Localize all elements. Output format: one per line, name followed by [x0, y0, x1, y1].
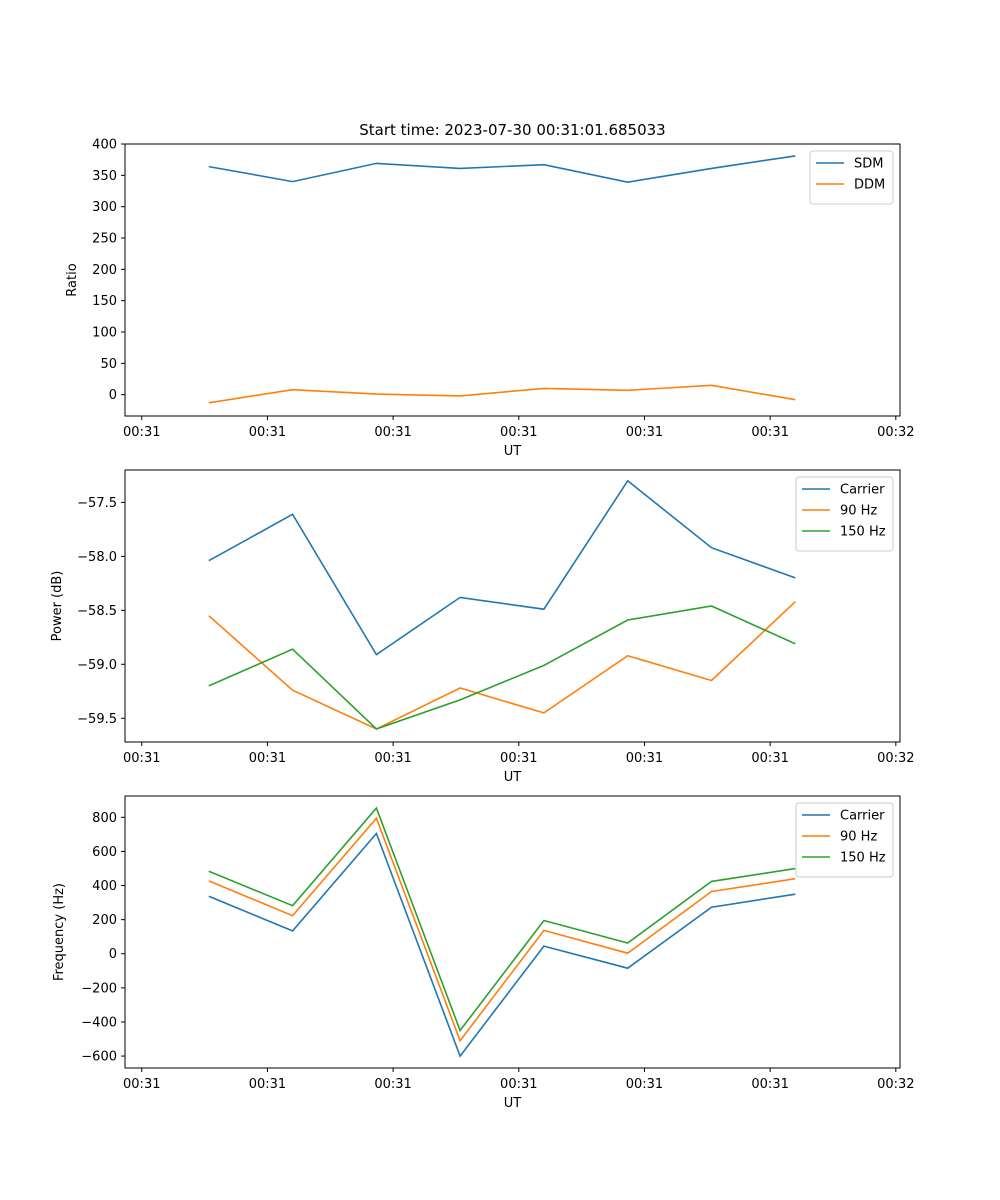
x-tick-label: 00:31 — [374, 751, 411, 766]
series-line-90-hz — [208, 816, 796, 1043]
legend-label: 150 Hz — [840, 525, 886, 540]
x-tick-label: 00:31 — [374, 425, 411, 440]
x-tick-label: 00:31 — [626, 751, 663, 766]
series-line-sdm — [208, 155, 796, 184]
x-tick-label: 00:31 — [500, 425, 537, 440]
x-tick-label: 00:31 — [626, 425, 663, 440]
y-tick-label: 250 — [92, 232, 117, 247]
x-tick-label: 00:31 — [500, 751, 537, 766]
y-axis-label: Frequency (Hz) — [52, 883, 67, 981]
x-tick-label: 00:31 — [500, 1077, 537, 1092]
y-tick-label: 0 — [109, 388, 117, 403]
y-tick-label: 50 — [100, 357, 117, 372]
y-tick-label: 0 — [109, 947, 117, 962]
y-tick-label: 400 — [92, 138, 117, 153]
y-tick-label: −59.5 — [77, 712, 117, 727]
legend-label: Carrier — [840, 483, 885, 498]
x-tick-label: 00:31 — [123, 751, 160, 766]
x-tick-label: 00:31 — [123, 425, 160, 440]
x-tick-label: 00:31 — [751, 1077, 788, 1092]
y-tick-label: 400 — [92, 879, 117, 894]
y-tick-label: −600 — [81, 1050, 117, 1065]
legend — [795, 802, 894, 878]
y-tick-label: 600 — [92, 845, 117, 860]
x-tick-label: 00:31 — [626, 1077, 663, 1092]
panel-1: 0 50 100 150 200 250 300 350 400 00:31 00:31 00:31 0… — [65, 121, 915, 459]
y-tick-label: 100 — [92, 326, 117, 341]
y-tick-label: 300 — [92, 200, 117, 215]
x-tick-label: 00:31 — [249, 1077, 286, 1092]
series-line-150-hz — [208, 605, 796, 730]
y-tick-label: 200 — [92, 263, 117, 278]
x-tick-label: 00:32 — [877, 425, 914, 440]
plot-area — [124, 143, 901, 417]
y-tick-label: −59.0 — [77, 658, 117, 673]
panel-2: −59.5 −59.0 −58.5 −58.0 −57.5 00:31 00:31 00:31… — [50, 469, 915, 785]
legend-label: 90 Hz — [840, 830, 877, 845]
series-line-90-hz — [208, 601, 796, 730]
y-axis-label: Ratio — [65, 263, 80, 296]
x-tick-label: 00:32 — [877, 1077, 914, 1092]
legend — [809, 150, 894, 205]
legend-label: Carrier — [840, 809, 885, 824]
y-tick-label: 150 — [92, 294, 117, 309]
x-tick-label: 00:32 — [877, 751, 914, 766]
series-line-carrier — [208, 831, 796, 1058]
x-tick-label: 00:31 — [374, 1077, 411, 1092]
x-tick-label: 00:31 — [751, 751, 788, 766]
x-axis-label: UT — [504, 770, 522, 785]
series-line-ddm — [208, 384, 796, 404]
legend-label: 150 Hz — [840, 851, 886, 866]
plot-area — [124, 469, 901, 743]
y-tick-label: −200 — [81, 981, 117, 996]
x-axis-label: UT — [504, 444, 522, 459]
series-line-carrier — [208, 479, 796, 656]
y-tick-label: −58.0 — [77, 550, 117, 565]
chart-title: Start time: 2023-07-30 00:31:01.685033 — [359, 121, 665, 139]
y-tick-label: 350 — [92, 169, 117, 184]
y-tick-label: 800 — [92, 811, 117, 826]
legend-label: 90 Hz — [840, 504, 877, 519]
y-tick-label: −58.5 — [77, 604, 117, 619]
panel-3: −600 −400 −200 0 200 400 600 800 00:31 00:31 00:31… — [52, 795, 915, 1111]
legend-label: SDM — [854, 157, 883, 172]
y-tick-label: −400 — [81, 1015, 117, 1030]
y-axis-label: Power (dB) — [50, 571, 65, 642]
x-tick-label: 00:31 — [751, 425, 788, 440]
x-tick-label: 00:31 — [249, 751, 286, 766]
series-line-150-hz — [208, 806, 796, 1033]
y-tick-label: −57.5 — [77, 496, 117, 511]
x-tick-label: 00:31 — [249, 425, 286, 440]
x-tick-label: 00:31 — [123, 1077, 160, 1092]
plot-area — [124, 795, 901, 1069]
legend — [795, 476, 894, 552]
y-tick-label: 200 — [92, 913, 117, 928]
x-axis-label: UT — [504, 1096, 522, 1111]
legend-label: DDM — [854, 178, 885, 193]
